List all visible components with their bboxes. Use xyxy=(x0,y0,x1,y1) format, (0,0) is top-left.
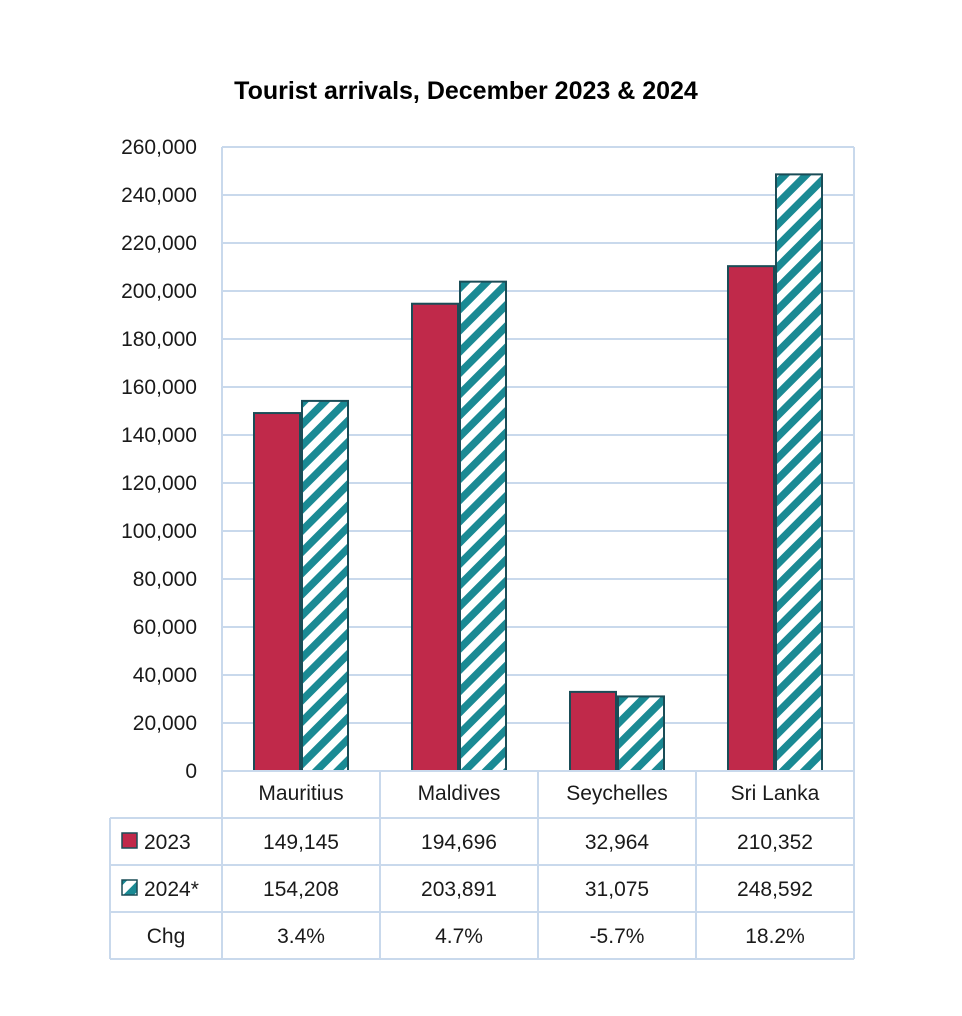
bar-2024-maldives xyxy=(459,280,507,772)
chart-title: Tourist arrivals, December 2023 & 2024 xyxy=(234,77,698,105)
bar-2024-sri-lanka xyxy=(775,173,823,772)
bar-2023-sri-lanka xyxy=(727,265,775,772)
y-tick-label: 260,000 xyxy=(121,136,197,159)
table-cell: 4.7% xyxy=(435,925,483,948)
data-table: Mauritius Maldives Seychelles Sri Lanka 2023… xyxy=(109,770,855,960)
row-label: Chg xyxy=(147,925,186,948)
table-cell: 248,592 xyxy=(737,878,813,901)
table-cell: 149,145 xyxy=(263,831,339,854)
category-label: Seychelles xyxy=(566,782,668,805)
table-cell: 3.4% xyxy=(277,925,325,948)
y-axis-ticks: 0 20,000 40,000 60,000 80,000 100,000 120,000 1… xyxy=(121,136,197,783)
table-cell: 154,208 xyxy=(263,878,339,901)
category-label: Mauritius xyxy=(258,782,343,805)
legend-key-2023 xyxy=(121,832,138,849)
table-cell: 32,964 xyxy=(585,831,650,854)
y-tick-label: 200,000 xyxy=(121,280,197,303)
table-cell: 18.2% xyxy=(745,925,805,948)
category-label: Maldives xyxy=(418,782,501,805)
bar-2023-mauritius xyxy=(253,412,301,772)
legend-label: 2023 xyxy=(144,831,191,854)
y-tick-label: 20,000 xyxy=(133,712,197,735)
bar-2023-maldives xyxy=(411,302,459,772)
y-tick-label: 180,000 xyxy=(121,328,197,351)
legend-label: 2024* xyxy=(144,878,199,901)
legend-key-2024 xyxy=(121,879,138,896)
table-cell: -5.7% xyxy=(590,925,645,948)
bar-2024-seychelles xyxy=(617,695,665,772)
y-tick-label: 220,000 xyxy=(121,232,197,255)
table-cell: 210,352 xyxy=(737,831,813,854)
bar-2024-mauritius xyxy=(301,399,349,772)
y-tick-label: 120,000 xyxy=(121,472,197,495)
y-tick-label: 80,000 xyxy=(133,568,197,591)
table-cell: 194,696 xyxy=(421,831,497,854)
y-tick-label: 40,000 xyxy=(133,664,197,687)
bar-2023-seychelles xyxy=(569,690,617,773)
y-tick-label: 0 xyxy=(185,760,197,783)
y-tick-label: 60,000 xyxy=(133,616,197,639)
table-cell: 31,075 xyxy=(585,878,649,901)
category-label: Sri Lanka xyxy=(731,782,820,805)
table-cell: 203,891 xyxy=(421,878,497,901)
bars xyxy=(253,173,823,773)
y-tick-label: 240,000 xyxy=(121,184,197,207)
y-tick-label: 160,000 xyxy=(121,376,197,399)
y-tick-label: 140,000 xyxy=(121,424,197,447)
y-tick-label: 100,000 xyxy=(121,520,197,543)
